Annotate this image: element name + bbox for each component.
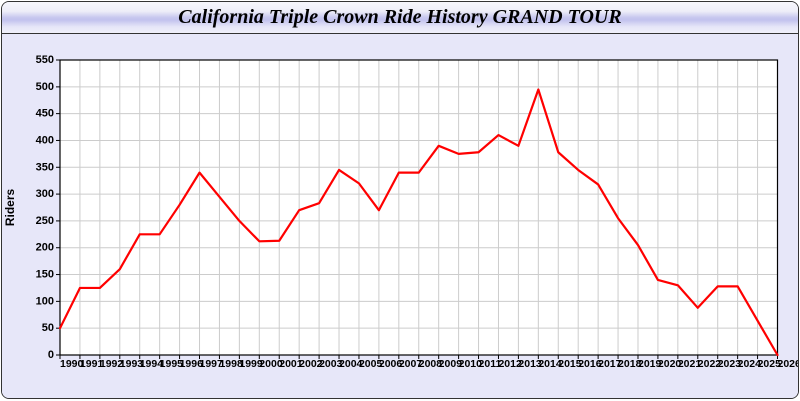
svg-text:500: 500: [36, 81, 54, 93]
svg-text:250: 250: [36, 215, 54, 227]
svg-text:450: 450: [36, 108, 54, 120]
svg-text:0: 0: [48, 349, 54, 361]
svg-text:300: 300: [36, 188, 54, 200]
svg-text:2026: 2026: [778, 358, 800, 370]
svg-text:50: 50: [42, 322, 54, 334]
svg-text:400: 400: [36, 134, 54, 146]
svg-text:200: 200: [36, 242, 54, 254]
svg-text:150: 150: [36, 269, 54, 281]
svg-text:Riders: Riders: [3, 189, 17, 227]
svg-text:100: 100: [36, 295, 54, 307]
svg-text:550: 550: [36, 54, 54, 66]
svg-text:350: 350: [36, 161, 54, 173]
